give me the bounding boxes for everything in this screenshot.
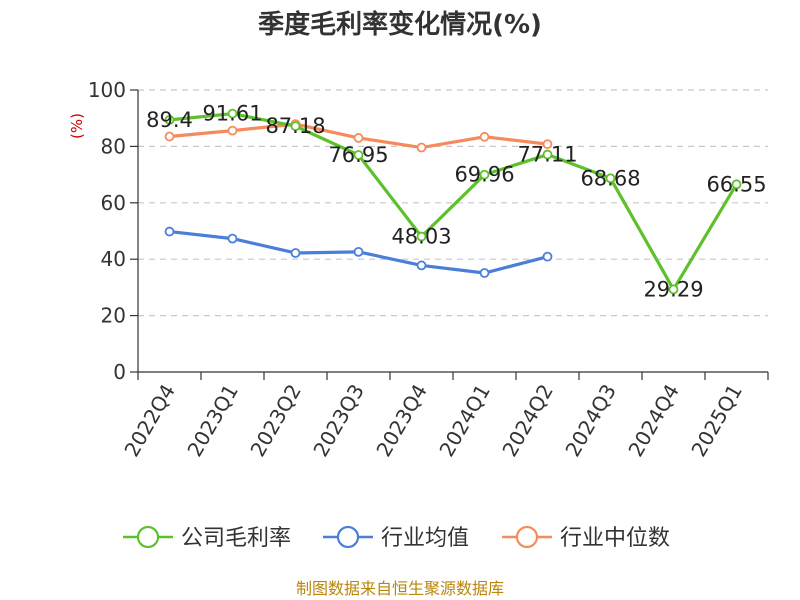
data-point <box>353 246 364 257</box>
y-tick-label: 100 <box>88 78 126 102</box>
data-point <box>290 121 301 132</box>
data-label: 89.4 <box>146 108 193 132</box>
data-point <box>542 149 553 160</box>
x-tick-label: 2022Q4 <box>119 380 179 461</box>
data-point <box>542 251 553 262</box>
y-tick-label: 20 <box>101 304 126 328</box>
data-point <box>353 133 364 143</box>
series-group <box>164 108 742 295</box>
data-point <box>416 260 427 271</box>
data-label: 48.03 <box>391 225 451 249</box>
x-tick-label: 2024Q1 <box>434 380 494 461</box>
data-label: 77.11 <box>517 143 577 167</box>
data-point <box>731 179 742 190</box>
data-label: 66.55 <box>706 172 766 196</box>
data-point <box>542 139 553 150</box>
x-tick-label: 2023Q1 <box>182 380 242 461</box>
data-point <box>353 150 364 160</box>
legend-label: 行业中位数 <box>560 526 670 551</box>
x-tick-label: 2023Q3 <box>308 380 368 461</box>
data-point <box>479 268 490 278</box>
data-point <box>668 284 679 295</box>
data-label: 68.68 <box>580 166 640 190</box>
legend-marker <box>136 525 160 549</box>
data-label: 76.95 <box>328 143 388 167</box>
legend-marker <box>515 525 539 549</box>
series-line-0 <box>169 112 738 292</box>
data-label: 87.18 <box>265 114 325 138</box>
data-point <box>290 248 301 258</box>
legend-marker <box>336 525 360 549</box>
data-point <box>416 231 427 242</box>
grid-lines <box>138 89 768 317</box>
x-tick-label: 2023Q2 <box>245 380 305 461</box>
x-tick-label: 2025Q1 <box>686 380 746 461</box>
data-label: 91.61 <box>202 102 262 126</box>
legend-label: 行业均值 <box>381 526 469 551</box>
legend-label: 公司毛利率 <box>181 526 291 551</box>
data-point <box>416 142 427 153</box>
x-tick-label: 2024Q2 <box>497 380 557 461</box>
data-point <box>164 226 175 237</box>
data-label: 29.29 <box>643 277 703 301</box>
data-point <box>479 169 490 180</box>
x-tick-label: 2023Q4 <box>371 380 431 461</box>
y-tick-label: 80 <box>101 134 126 158</box>
data-point <box>227 125 238 136</box>
y-tick-label: 0 <box>113 360 126 384</box>
x-tick-label: 2024Q4 <box>623 380 683 461</box>
data-point <box>227 108 238 119</box>
y-tick-label: 40 <box>101 247 126 271</box>
x-tick-label: 2024Q3 <box>560 380 620 461</box>
source-note: 制图数据来自恒生聚源数据库 <box>296 579 504 598</box>
data-point <box>164 131 175 142</box>
legend: 公司毛利率 行业均值 行业中位数 <box>123 525 670 551</box>
data-point <box>479 131 490 142</box>
y-axis-label: (%) <box>68 113 86 139</box>
data-point <box>605 173 616 184</box>
data-label: 69.96 <box>454 163 514 187</box>
data-point <box>227 233 238 244</box>
chart-title: 季度毛利率变化情况(%) <box>258 9 542 40</box>
y-tick-label: 60 <box>101 191 126 215</box>
data-point <box>164 114 175 125</box>
